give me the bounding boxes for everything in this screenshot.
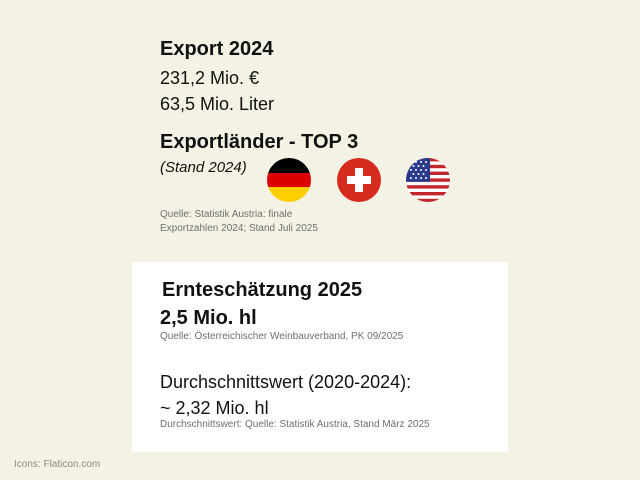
export-title: Export 2024 [160, 38, 274, 60]
average-value: ~ 2,32 Mio. hl [160, 398, 269, 418]
usa-flag-icon [406, 158, 450, 202]
average-title: Durchschnittswert (2020-2024): [160, 372, 412, 392]
export-value-liter: 63,5 Mio. Liter [160, 94, 275, 114]
average-source: Durchschnittswert: Quelle: Statistik Aus… [160, 419, 430, 430]
countries-source-line2: Exportzahlen 2024; Stand Juli 2025 [160, 223, 318, 234]
switzerland-flag-icon [337, 158, 381, 202]
germany-flag-icon [267, 158, 311, 202]
icons-credit: Icons: Flaticon.com [14, 459, 101, 470]
harvest-source: Quelle: Österreichischer Weinbauverband,… [160, 331, 404, 342]
export-value-eur: 231,2 Mio. € [160, 68, 260, 88]
harvest-card: Ernteschätzung 2025 2,5 Mio. hl Quelle: … [132, 262, 508, 452]
countries-subtitle: (Stand 2024) [160, 159, 247, 176]
countries-source-line1: Quelle: Statistik Austria: finale [160, 209, 293, 220]
harvest-title: Ernteschätzung 2025 [162, 279, 363, 301]
harvest-value: 2,5 Mio. hl [160, 307, 257, 329]
countries-title: Exportländer - TOP 3 [160, 131, 359, 153]
